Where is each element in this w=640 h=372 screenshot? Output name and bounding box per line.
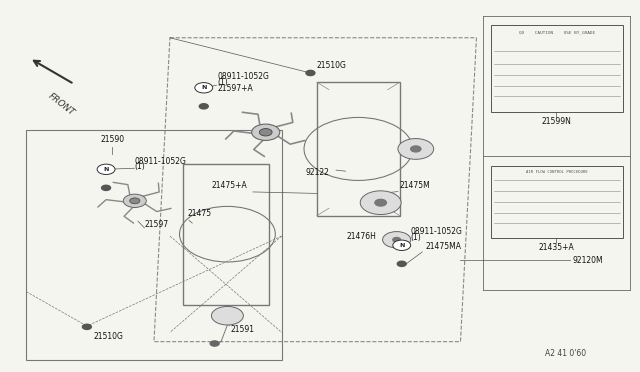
Circle shape bbox=[383, 232, 411, 248]
Circle shape bbox=[130, 198, 140, 204]
Bar bbox=[491, 25, 623, 112]
Text: 92122: 92122 bbox=[306, 168, 330, 177]
Circle shape bbox=[259, 129, 272, 136]
Circle shape bbox=[83, 324, 92, 330]
Text: N: N bbox=[104, 167, 109, 172]
Circle shape bbox=[393, 237, 401, 242]
Circle shape bbox=[360, 191, 401, 215]
Text: (1): (1) bbox=[135, 162, 145, 171]
Circle shape bbox=[411, 146, 421, 152]
Text: N: N bbox=[201, 85, 207, 90]
Text: 21591: 21591 bbox=[230, 325, 255, 334]
Text: (1): (1) bbox=[411, 232, 421, 241]
Text: 21597+A: 21597+A bbox=[218, 84, 253, 93]
Text: 21510G: 21510G bbox=[317, 61, 347, 70]
Circle shape bbox=[97, 164, 115, 174]
Text: N: N bbox=[399, 243, 404, 248]
Text: 21435+A: 21435+A bbox=[538, 243, 574, 253]
Circle shape bbox=[124, 194, 147, 208]
Text: 21476H: 21476H bbox=[347, 232, 377, 241]
Text: (1): (1) bbox=[218, 78, 228, 87]
Text: 08911-1052G: 08911-1052G bbox=[218, 73, 269, 81]
Circle shape bbox=[375, 199, 387, 206]
Circle shape bbox=[398, 138, 434, 159]
Circle shape bbox=[210, 341, 219, 346]
Text: QD    CAUTION    USE BY_GRADE: QD CAUTION USE BY_GRADE bbox=[519, 31, 595, 34]
Text: 21475MA: 21475MA bbox=[426, 242, 461, 251]
Circle shape bbox=[195, 83, 212, 93]
Circle shape bbox=[306, 70, 315, 76]
Text: 21475M: 21475M bbox=[400, 182, 431, 190]
Text: 21510G: 21510G bbox=[93, 333, 123, 341]
Circle shape bbox=[393, 240, 411, 250]
Text: A2 41 0'60: A2 41 0'60 bbox=[545, 349, 586, 358]
Circle shape bbox=[252, 124, 280, 140]
Text: 92120M: 92120M bbox=[572, 256, 603, 264]
Text: 21475: 21475 bbox=[187, 208, 211, 218]
Text: 21599N: 21599N bbox=[541, 118, 572, 126]
Text: 21597: 21597 bbox=[145, 219, 168, 229]
Text: 08911-1052G: 08911-1052G bbox=[135, 157, 187, 166]
Text: 08911-1052G: 08911-1052G bbox=[411, 227, 463, 236]
Text: FRONT: FRONT bbox=[47, 92, 76, 118]
Bar bbox=[491, 166, 623, 238]
Text: 21475+A: 21475+A bbox=[211, 182, 247, 190]
Circle shape bbox=[211, 307, 243, 325]
Circle shape bbox=[199, 104, 208, 109]
Circle shape bbox=[397, 261, 406, 266]
Text: 21590: 21590 bbox=[100, 135, 125, 144]
Circle shape bbox=[102, 185, 111, 190]
Text: AIR FLOW CONTROL PROCEDURE: AIR FLOW CONTROL PROCEDURE bbox=[526, 170, 588, 174]
